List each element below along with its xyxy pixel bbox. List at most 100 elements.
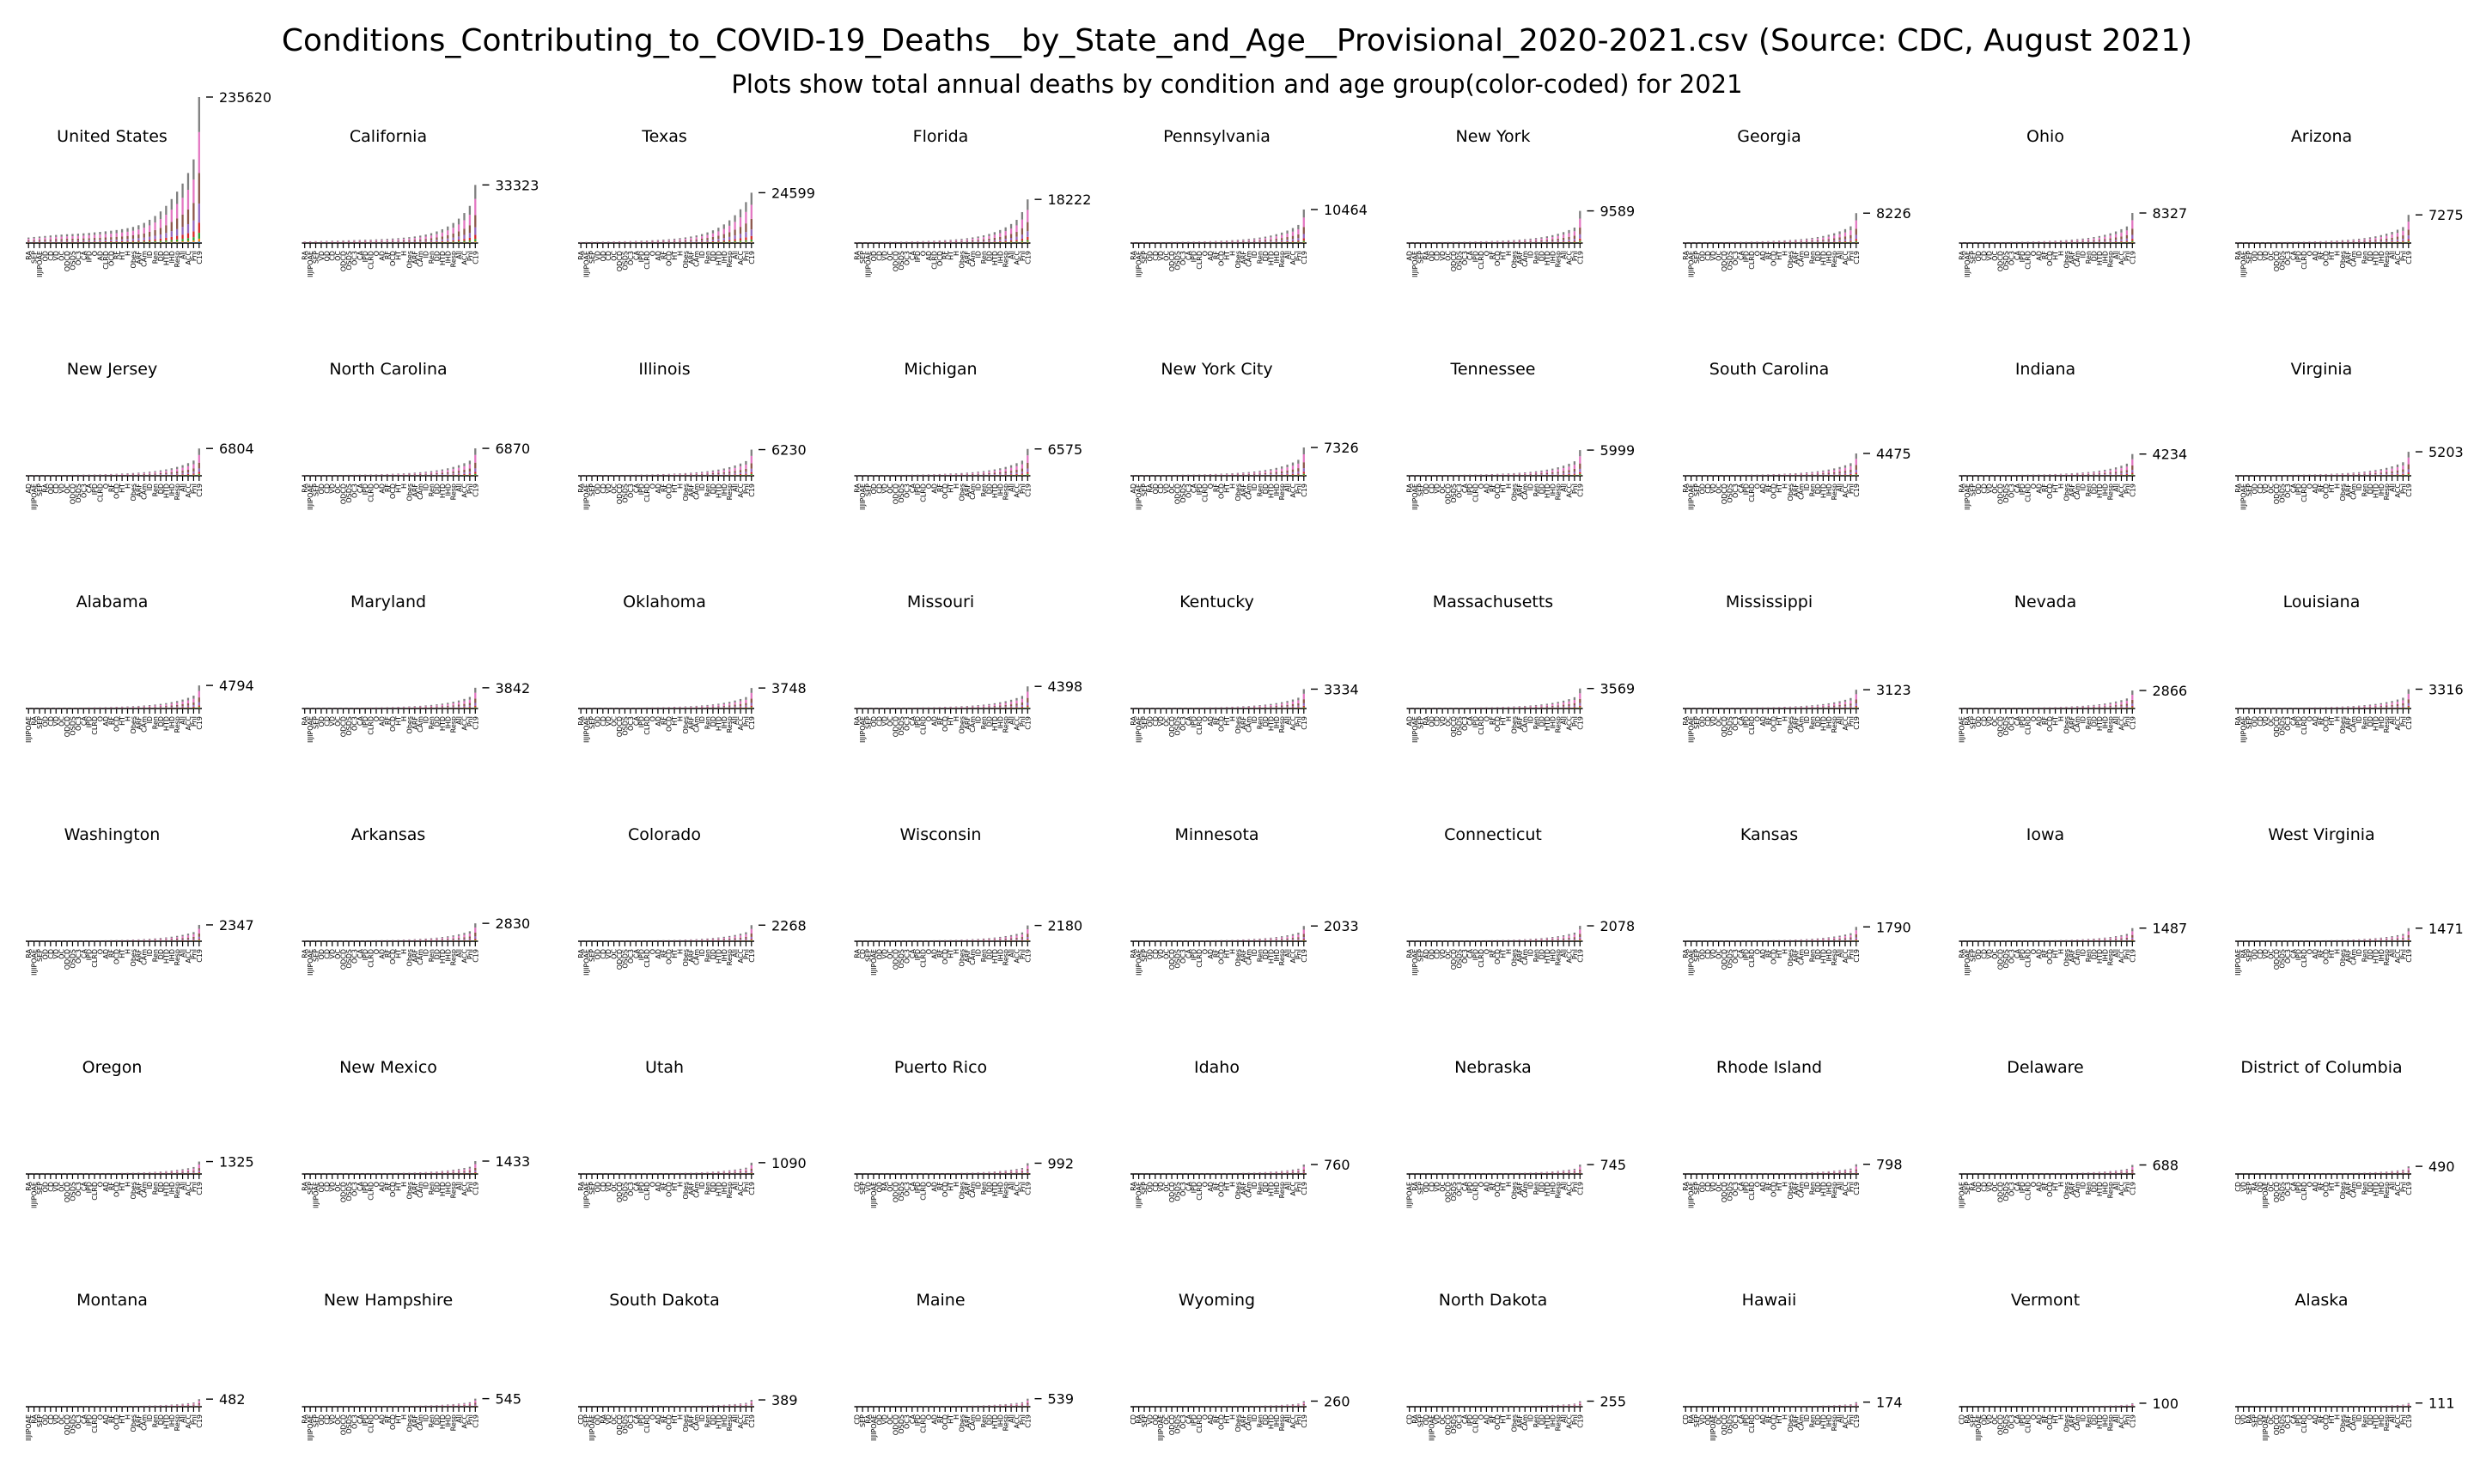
x-tick-label: O [1483, 251, 1490, 256]
bar-segment [1507, 241, 1510, 243]
bar-segment [1302, 471, 1305, 474]
bar-segment [88, 233, 90, 236]
bar [872, 241, 875, 243]
bar [700, 471, 704, 476]
bar-segment [148, 232, 151, 237]
bar-segment [982, 239, 985, 241]
x-tick-label: Obes [130, 484, 137, 501]
bar [2286, 241, 2289, 243]
panel: OhioRAIIJIPOAESEPODCDVDOCODCDOSDSOC3CAIP… [1959, 127, 2188, 277]
bar-segment [447, 474, 449, 476]
x-tick-label: CA [86, 483, 94, 493]
bar-segment [120, 239, 124, 241]
bar-segment [71, 241, 74, 243]
bar-segment [1225, 474, 1228, 476]
bar-segment [1015, 463, 1018, 466]
bar-segment [2043, 240, 2045, 242]
bar-segment [1252, 473, 1256, 475]
bar-segment [2325, 241, 2327, 242]
bar-segment [1297, 463, 1300, 469]
bar-segment [722, 470, 725, 472]
bar-segment [2054, 241, 2057, 243]
bar-segment [1270, 241, 1272, 243]
bar-segment [1783, 241, 1786, 243]
bar-segment [1247, 239, 1250, 240]
bar-segment [463, 239, 466, 241]
bar [1231, 240, 1234, 243]
bar-segment [1231, 473, 1234, 475]
bar-segment [452, 466, 454, 470]
bar-segment [408, 473, 411, 475]
bar-segment [734, 222, 736, 230]
bar-segment [1816, 240, 1819, 242]
bar [1291, 462, 1295, 476]
bar-segment [2407, 235, 2410, 240]
bar-segment [186, 465, 190, 470]
bar [99, 232, 101, 243]
bar-segment [927, 241, 930, 243]
x-tick-label: ODCD [69, 484, 76, 504]
bar-segment [1557, 240, 1559, 242]
bar [695, 235, 698, 243]
bar [580, 475, 582, 476]
bar-segment [131, 240, 135, 242]
y-max-label: 6804 [219, 441, 254, 457]
bar-segment [131, 241, 135, 243]
bar [734, 465, 736, 476]
bar-segment [82, 235, 85, 239]
bar-segment [397, 239, 399, 241]
bar-segment [463, 472, 466, 474]
bar [474, 185, 477, 243]
bar [684, 472, 687, 476]
bar-segment [960, 241, 963, 243]
bar [1264, 470, 1267, 476]
x-tick-label: Obes [405, 484, 413, 501]
bar-segment [667, 241, 670, 243]
x-tick-label: CLRD [1196, 251, 1203, 270]
bar-segment [1252, 472, 1256, 474]
bar-segment [2407, 240, 2410, 243]
bar-segment [186, 223, 190, 234]
bar-segment [2059, 241, 2063, 243]
bar [336, 475, 339, 476]
bar-segment [1822, 235, 1825, 238]
bar-segment [176, 204, 179, 219]
bar-segment [181, 467, 184, 471]
x-tick-label: C19 [1024, 484, 1032, 497]
bar-segment [1485, 241, 1488, 242]
x-tick-label: ID [975, 484, 983, 491]
x-tick-label: O [2030, 251, 2038, 256]
bar-segment [1027, 463, 1029, 469]
bar-segment [154, 235, 156, 240]
bar [1795, 239, 1797, 243]
bar [667, 239, 670, 243]
bar [110, 473, 113, 476]
x-tick-label: ODCD [340, 484, 348, 504]
bar-segment [474, 471, 477, 474]
x-tick-label: H [1782, 251, 1789, 256]
bar [1220, 473, 1222, 476]
x-tick-label: PnI [1019, 251, 1027, 261]
bar [198, 448, 200, 476]
bar [2281, 241, 2283, 243]
bar [1009, 465, 1013, 476]
bar-segment [55, 236, 58, 240]
bar-segment [2081, 238, 2084, 240]
bar [2336, 240, 2338, 243]
bar-segment [126, 241, 129, 243]
x-tick-label: RF [113, 251, 121, 260]
bar-segment [1027, 236, 1029, 240]
bar-segment [181, 472, 184, 475]
x-tick-label: C19 [196, 251, 204, 265]
bar-segment [381, 239, 383, 240]
x-tick-label: ODCD [64, 251, 71, 271]
x-tick-label: HT [2328, 251, 2336, 260]
bar [1247, 239, 1250, 243]
x-tick-label: CD [1434, 251, 1441, 261]
bar [148, 471, 151, 476]
bar-segment [728, 220, 731, 226]
bar-segment [176, 192, 179, 204]
bar-segment [424, 471, 427, 473]
bar-segment [402, 237, 405, 240]
bar-segment [1302, 447, 1305, 454]
